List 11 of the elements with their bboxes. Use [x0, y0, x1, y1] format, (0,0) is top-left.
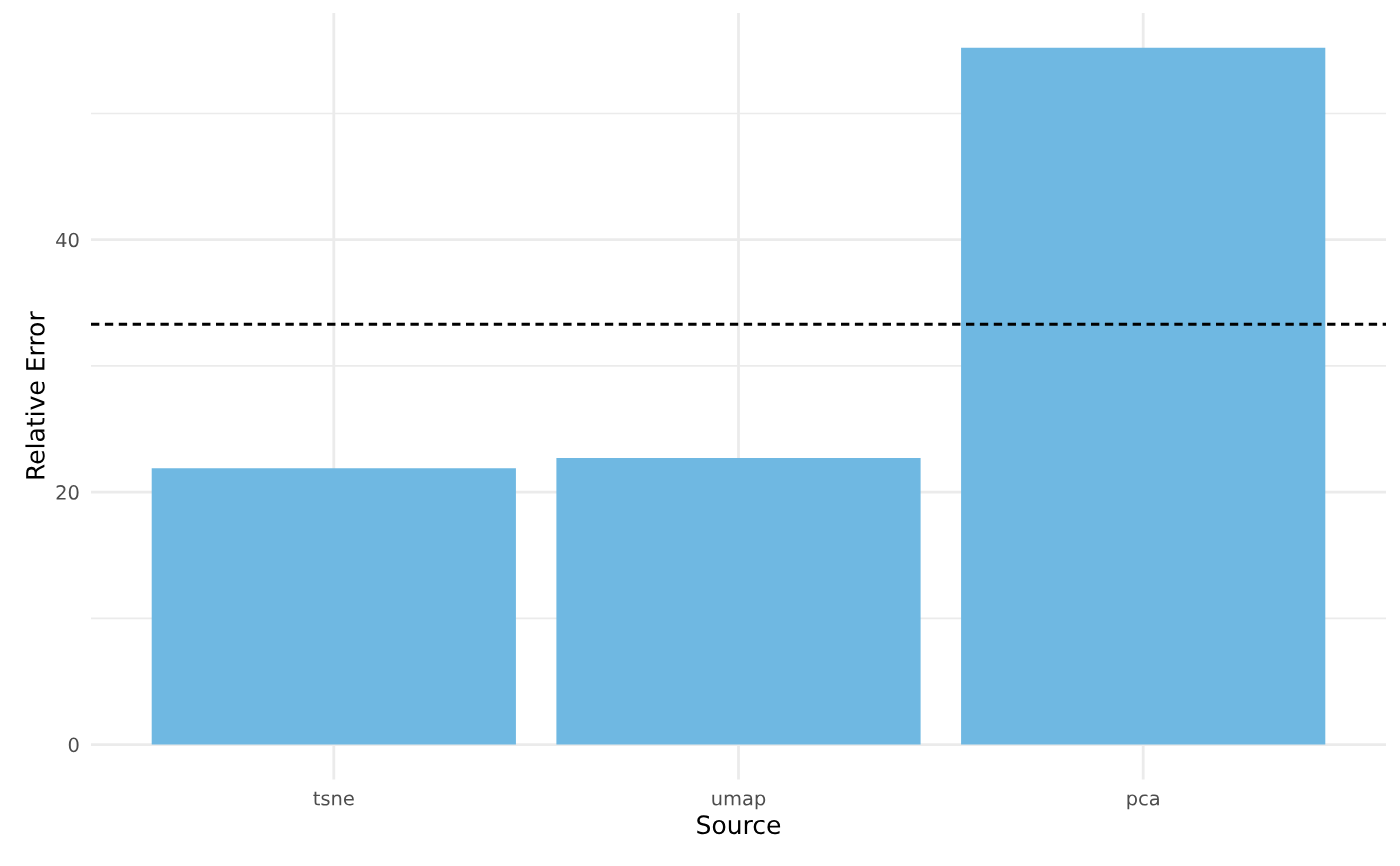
- y-tick-label: 0: [68, 737, 79, 753]
- y-tick-label: 40: [56, 232, 79, 248]
- y-axis-title: Relative Error: [25, 311, 45, 479]
- x-tick-label: pca: [1127, 794, 1159, 810]
- bar: [961, 47, 1326, 745]
- x-tick-label: umap: [712, 794, 766, 810]
- x-tick-label: tsne: [313, 791, 354, 806]
- bar: [151, 468, 516, 745]
- y-tick-label: 20: [56, 485, 79, 500]
- x-axis-title: Source: [697, 815, 781, 835]
- bar: [556, 458, 921, 745]
